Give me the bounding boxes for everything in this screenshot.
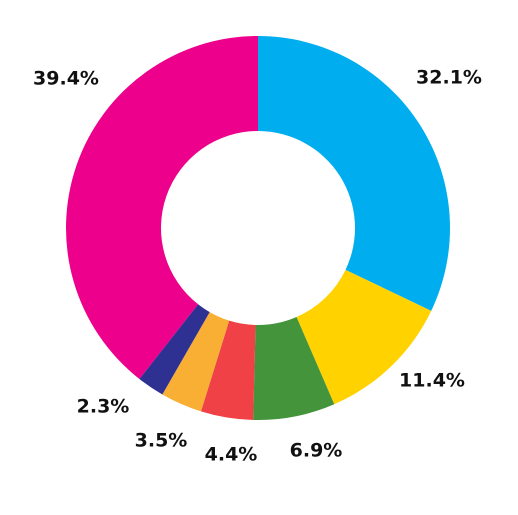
slice-4 <box>162 312 230 412</box>
slice-1 <box>296 269 432 405</box>
donut-slices <box>65 36 450 421</box>
slice-0 <box>258 36 450 311</box>
slice-2 <box>253 317 335 421</box>
slice-label-4: 3.5% <box>135 430 188 452</box>
slice-label-3: 4.4% <box>205 444 258 466</box>
slice-label-2: 6.9% <box>290 440 343 462</box>
slice-3 <box>200 320 256 420</box>
slice-label-1: 11.4% <box>399 370 465 392</box>
slice-label-5: 2.3% <box>77 396 130 418</box>
slice-label-0: 32.1% <box>416 67 482 89</box>
slice-label-6: 39.4% <box>33 68 99 90</box>
slice-6 <box>65 36 259 379</box>
slice-5 <box>139 304 210 395</box>
slice-labels: 32.1% 11.4% 6.9% 4.4% 3.5%2.3% 39.4% <box>33 67 482 466</box>
